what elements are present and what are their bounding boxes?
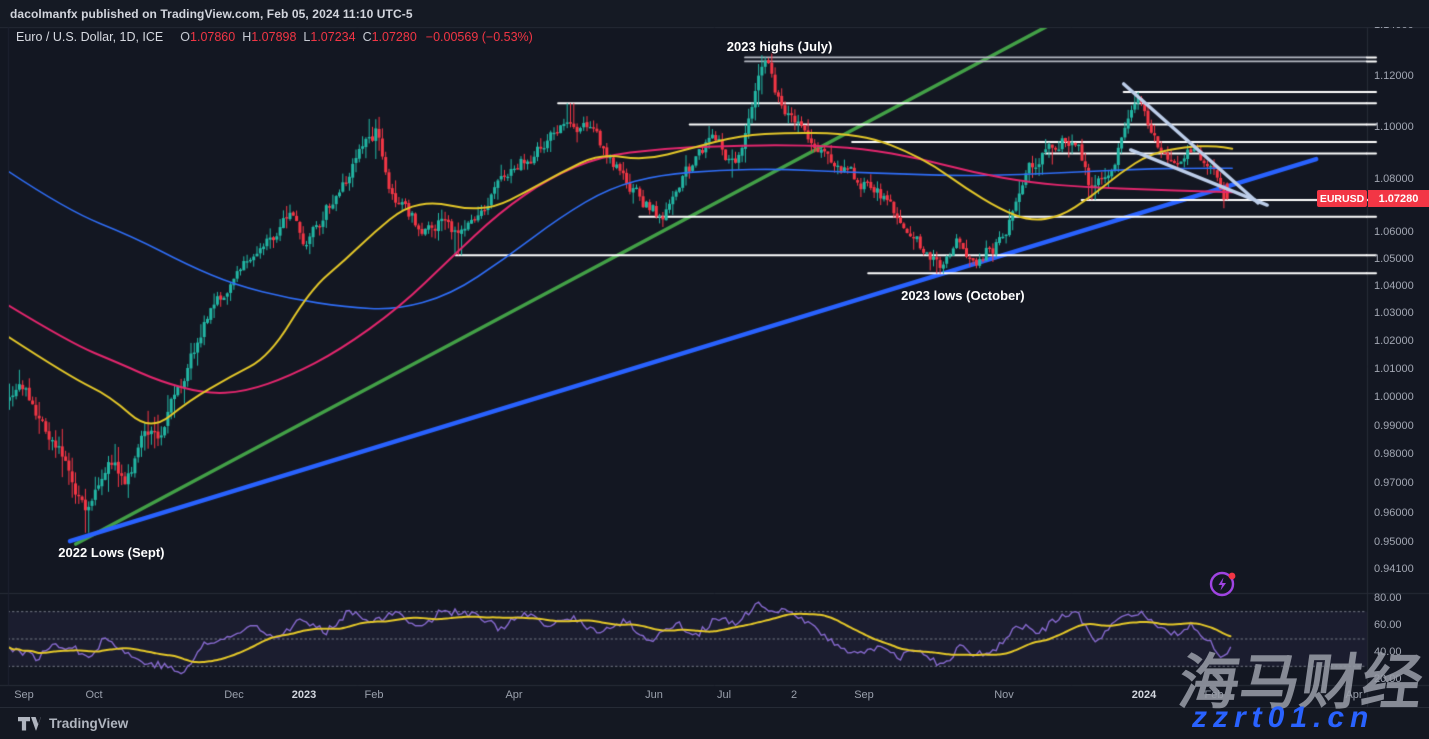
time-axis-label: Oct — [85, 689, 103, 701]
rsi-axis-label: 80.00 — [1374, 591, 1402, 604]
time-axis-label: Feb — [364, 689, 384, 701]
time-axis-label: Sep — [14, 689, 34, 701]
tradingview-wordmark[interactable]: TradingView — [49, 716, 129, 731]
price-axis-label: 0.97000 — [1374, 477, 1414, 490]
price-axis-label: 1.12000 — [1374, 69, 1414, 82]
watermark-url: zzrt01.cn — [1192, 701, 1375, 734]
last-price-symbol: EURUSD — [1319, 192, 1365, 205]
annotation-2022-lows[interactable]: 2022 Lows (Sept) — [58, 545, 165, 561]
ohlc-high-label: H — [242, 30, 252, 44]
time-axis-label: Feb — [1204, 689, 1224, 701]
ohlc-close-value: 1.07280 — [371, 30, 417, 44]
time-axis-label: 2 — [790, 689, 798, 701]
tradingview-logo-icon[interactable] — [18, 716, 41, 731]
price-axis-label: 0.95000 — [1374, 536, 1414, 549]
price-axis-label: 1.08000 — [1374, 172, 1414, 185]
time-axis-label: Sep — [854, 689, 874, 701]
time-axis-label: 2023 — [291, 689, 317, 701]
symbol-legend[interactable]: Euro / U.S. Dollar, 1D, ICE O1.07860 H1.07… — [16, 30, 533, 44]
time-axis-label: Jun — [645, 689, 663, 701]
rsi-axis-label: 40.00 — [1374, 646, 1402, 659]
lightning-icon — [1209, 571, 1236, 597]
change-value: −0.00569 (−0.53%) — [425, 30, 533, 44]
price-axis-label: 1.10000 — [1374, 120, 1414, 133]
price-axis-label: 0.99000 — [1374, 419, 1414, 432]
ohlc-low-label: L — [303, 30, 311, 44]
minds-lightning-button[interactable] — [1208, 569, 1238, 604]
time-axis-label: Apr — [505, 689, 523, 701]
ohlc-open-value: 1.07860 — [190, 30, 236, 44]
rsi-axis-label: 60.00 — [1374, 618, 1402, 631]
price-axis-label: 0.96000 — [1374, 506, 1414, 519]
price-axis-label: 1.04000 — [1374, 279, 1414, 292]
ohlc-open-label: O — [180, 30, 191, 44]
annotation-2023-highs[interactable]: 2023 highs (July) — [726, 39, 833, 55]
price-axis-label: 1.06000 — [1374, 225, 1414, 238]
rsi-axis-label: 20.00 — [1374, 673, 1402, 686]
time-axis-label: Apr — [1345, 689, 1363, 701]
time-axis-label: 2024 — [1131, 689, 1157, 701]
symbol-title[interactable]: Euro / U.S. Dollar, 1D, ICE — [16, 30, 164, 44]
publish-info-text: dacolmanfx published on TradingView.com,… — [10, 6, 413, 21]
last-price-symbol-tag: EURUSD — [1317, 190, 1367, 208]
ohlc-close-label: C — [362, 30, 372, 44]
last-price-label: 1.07280 — [1368, 190, 1429, 208]
footer-bar: TradingView — [0, 707, 1429, 739]
annotation-2023-lows[interactable]: 2023 lows (October) — [901, 287, 1025, 303]
price-axis-label: 0.98000 — [1374, 448, 1414, 461]
last-price-value: 1.07280 — [1378, 192, 1419, 205]
price-axis-label: 1.03000 — [1374, 307, 1414, 320]
price-axis-label: 1.02000 — [1374, 334, 1414, 347]
publish-info-bar: dacolmanfx published on TradingView.com,… — [0, 0, 1429, 27]
price-axis-label: 1.00000 — [1374, 391, 1414, 403]
time-axis-label: Dec — [224, 689, 244, 701]
time-axis-label: Nov — [994, 689, 1014, 701]
price-axis-label: 1.05000 — [1374, 252, 1414, 265]
ohlc-high-value: 1.07898 — [251, 30, 297, 44]
ohlc-low-value: 1.07234 — [310, 30, 356, 44]
price-axis-label: 1.01000 — [1374, 362, 1414, 375]
price-axis-label: 0.94100 — [1374, 563, 1414, 576]
time-axis-label: Jul — [716, 689, 732, 701]
